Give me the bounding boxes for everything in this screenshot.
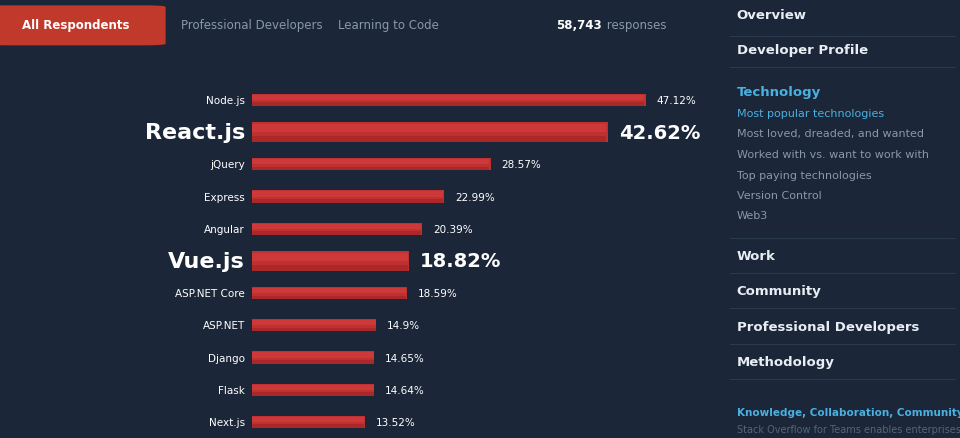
Bar bbox=[252, 287, 407, 300]
Bar bbox=[252, 416, 365, 428]
Text: 22.99%: 22.99% bbox=[455, 192, 494, 202]
Bar bbox=[252, 159, 491, 171]
Text: Knowledge, Collaboration, Community: Knowledge, Collaboration, Community bbox=[737, 407, 960, 417]
Text: Methodology: Methodology bbox=[737, 355, 834, 368]
Bar bbox=[252, 384, 374, 396]
Text: Next.js: Next.js bbox=[208, 417, 245, 427]
Text: Flask: Flask bbox=[218, 385, 245, 395]
FancyBboxPatch shape bbox=[252, 424, 365, 428]
FancyBboxPatch shape bbox=[252, 353, 373, 358]
Text: Express: Express bbox=[204, 192, 245, 202]
FancyBboxPatch shape bbox=[252, 296, 406, 300]
Text: Overview: Overview bbox=[737, 9, 806, 22]
Text: Django: Django bbox=[207, 353, 245, 363]
Text: Version Control: Version Control bbox=[737, 191, 822, 200]
Bar bbox=[252, 352, 374, 364]
Text: responses: responses bbox=[604, 19, 667, 32]
Text: Work: Work bbox=[737, 250, 776, 263]
FancyBboxPatch shape bbox=[252, 95, 643, 101]
FancyBboxPatch shape bbox=[252, 288, 406, 293]
Bar bbox=[252, 191, 444, 203]
FancyBboxPatch shape bbox=[252, 224, 421, 229]
Text: Learning to Code: Learning to Code bbox=[338, 19, 440, 32]
Bar bbox=[252, 223, 422, 235]
Text: Web3: Web3 bbox=[737, 211, 768, 220]
Text: ASP.NET: ASP.NET bbox=[203, 321, 245, 331]
Text: jQuery: jQuery bbox=[210, 160, 245, 170]
Text: Top paying technologies: Top paying technologies bbox=[737, 170, 872, 180]
Text: 42.62%: 42.62% bbox=[619, 124, 700, 142]
Bar bbox=[252, 251, 409, 271]
FancyBboxPatch shape bbox=[252, 232, 421, 235]
Text: Node.js: Node.js bbox=[205, 96, 245, 106]
Text: 14.9%: 14.9% bbox=[387, 321, 420, 331]
FancyBboxPatch shape bbox=[252, 360, 373, 364]
Text: Most popular technologies: Most popular technologies bbox=[737, 109, 884, 119]
Text: Technology: Technology bbox=[737, 85, 821, 99]
Bar bbox=[252, 319, 376, 332]
Text: 20.39%: 20.39% bbox=[433, 224, 472, 234]
Text: Professional Developers: Professional Developers bbox=[181, 19, 323, 32]
FancyBboxPatch shape bbox=[0, 6, 165, 46]
Bar bbox=[252, 95, 645, 107]
Text: 47.12%: 47.12% bbox=[657, 96, 696, 106]
FancyBboxPatch shape bbox=[252, 137, 606, 143]
Text: 28.57%: 28.57% bbox=[501, 160, 541, 170]
Text: 18.59%: 18.59% bbox=[418, 289, 458, 298]
FancyBboxPatch shape bbox=[252, 321, 375, 325]
Text: Community: Community bbox=[737, 285, 822, 298]
Text: Most loved, dreaded, and wanted: Most loved, dreaded, and wanted bbox=[737, 129, 924, 138]
Text: ASP.NET Core: ASP.NET Core bbox=[175, 289, 245, 298]
FancyBboxPatch shape bbox=[252, 160, 490, 165]
Text: Angular: Angular bbox=[204, 224, 245, 234]
FancyBboxPatch shape bbox=[252, 328, 375, 332]
Text: 18.82%: 18.82% bbox=[420, 252, 501, 271]
FancyBboxPatch shape bbox=[252, 167, 490, 171]
FancyBboxPatch shape bbox=[252, 385, 373, 390]
Text: All Respondents: All Respondents bbox=[22, 19, 130, 32]
Text: 14.65%: 14.65% bbox=[385, 353, 425, 363]
Text: 13.52%: 13.52% bbox=[375, 417, 416, 427]
Text: Worked with vs. want to work with: Worked with vs. want to work with bbox=[737, 149, 928, 159]
Text: Developer Profile: Developer Profile bbox=[737, 44, 868, 57]
FancyBboxPatch shape bbox=[252, 103, 643, 107]
Text: 58,743: 58,743 bbox=[556, 19, 601, 32]
Text: 14.64%: 14.64% bbox=[385, 385, 425, 395]
Text: Stack Overflow for Teams enables enterprises: Stack Overflow for Teams enables enterpr… bbox=[737, 424, 960, 434]
FancyBboxPatch shape bbox=[252, 392, 373, 396]
FancyBboxPatch shape bbox=[252, 265, 408, 271]
Text: Vue.js: Vue.js bbox=[168, 251, 245, 271]
Bar bbox=[252, 123, 608, 143]
FancyBboxPatch shape bbox=[252, 192, 444, 197]
Text: Professional Developers: Professional Developers bbox=[737, 320, 919, 333]
FancyBboxPatch shape bbox=[252, 200, 444, 203]
FancyBboxPatch shape bbox=[252, 417, 365, 422]
FancyBboxPatch shape bbox=[252, 253, 408, 261]
FancyBboxPatch shape bbox=[252, 124, 606, 133]
Text: React.js: React.js bbox=[145, 123, 245, 143]
